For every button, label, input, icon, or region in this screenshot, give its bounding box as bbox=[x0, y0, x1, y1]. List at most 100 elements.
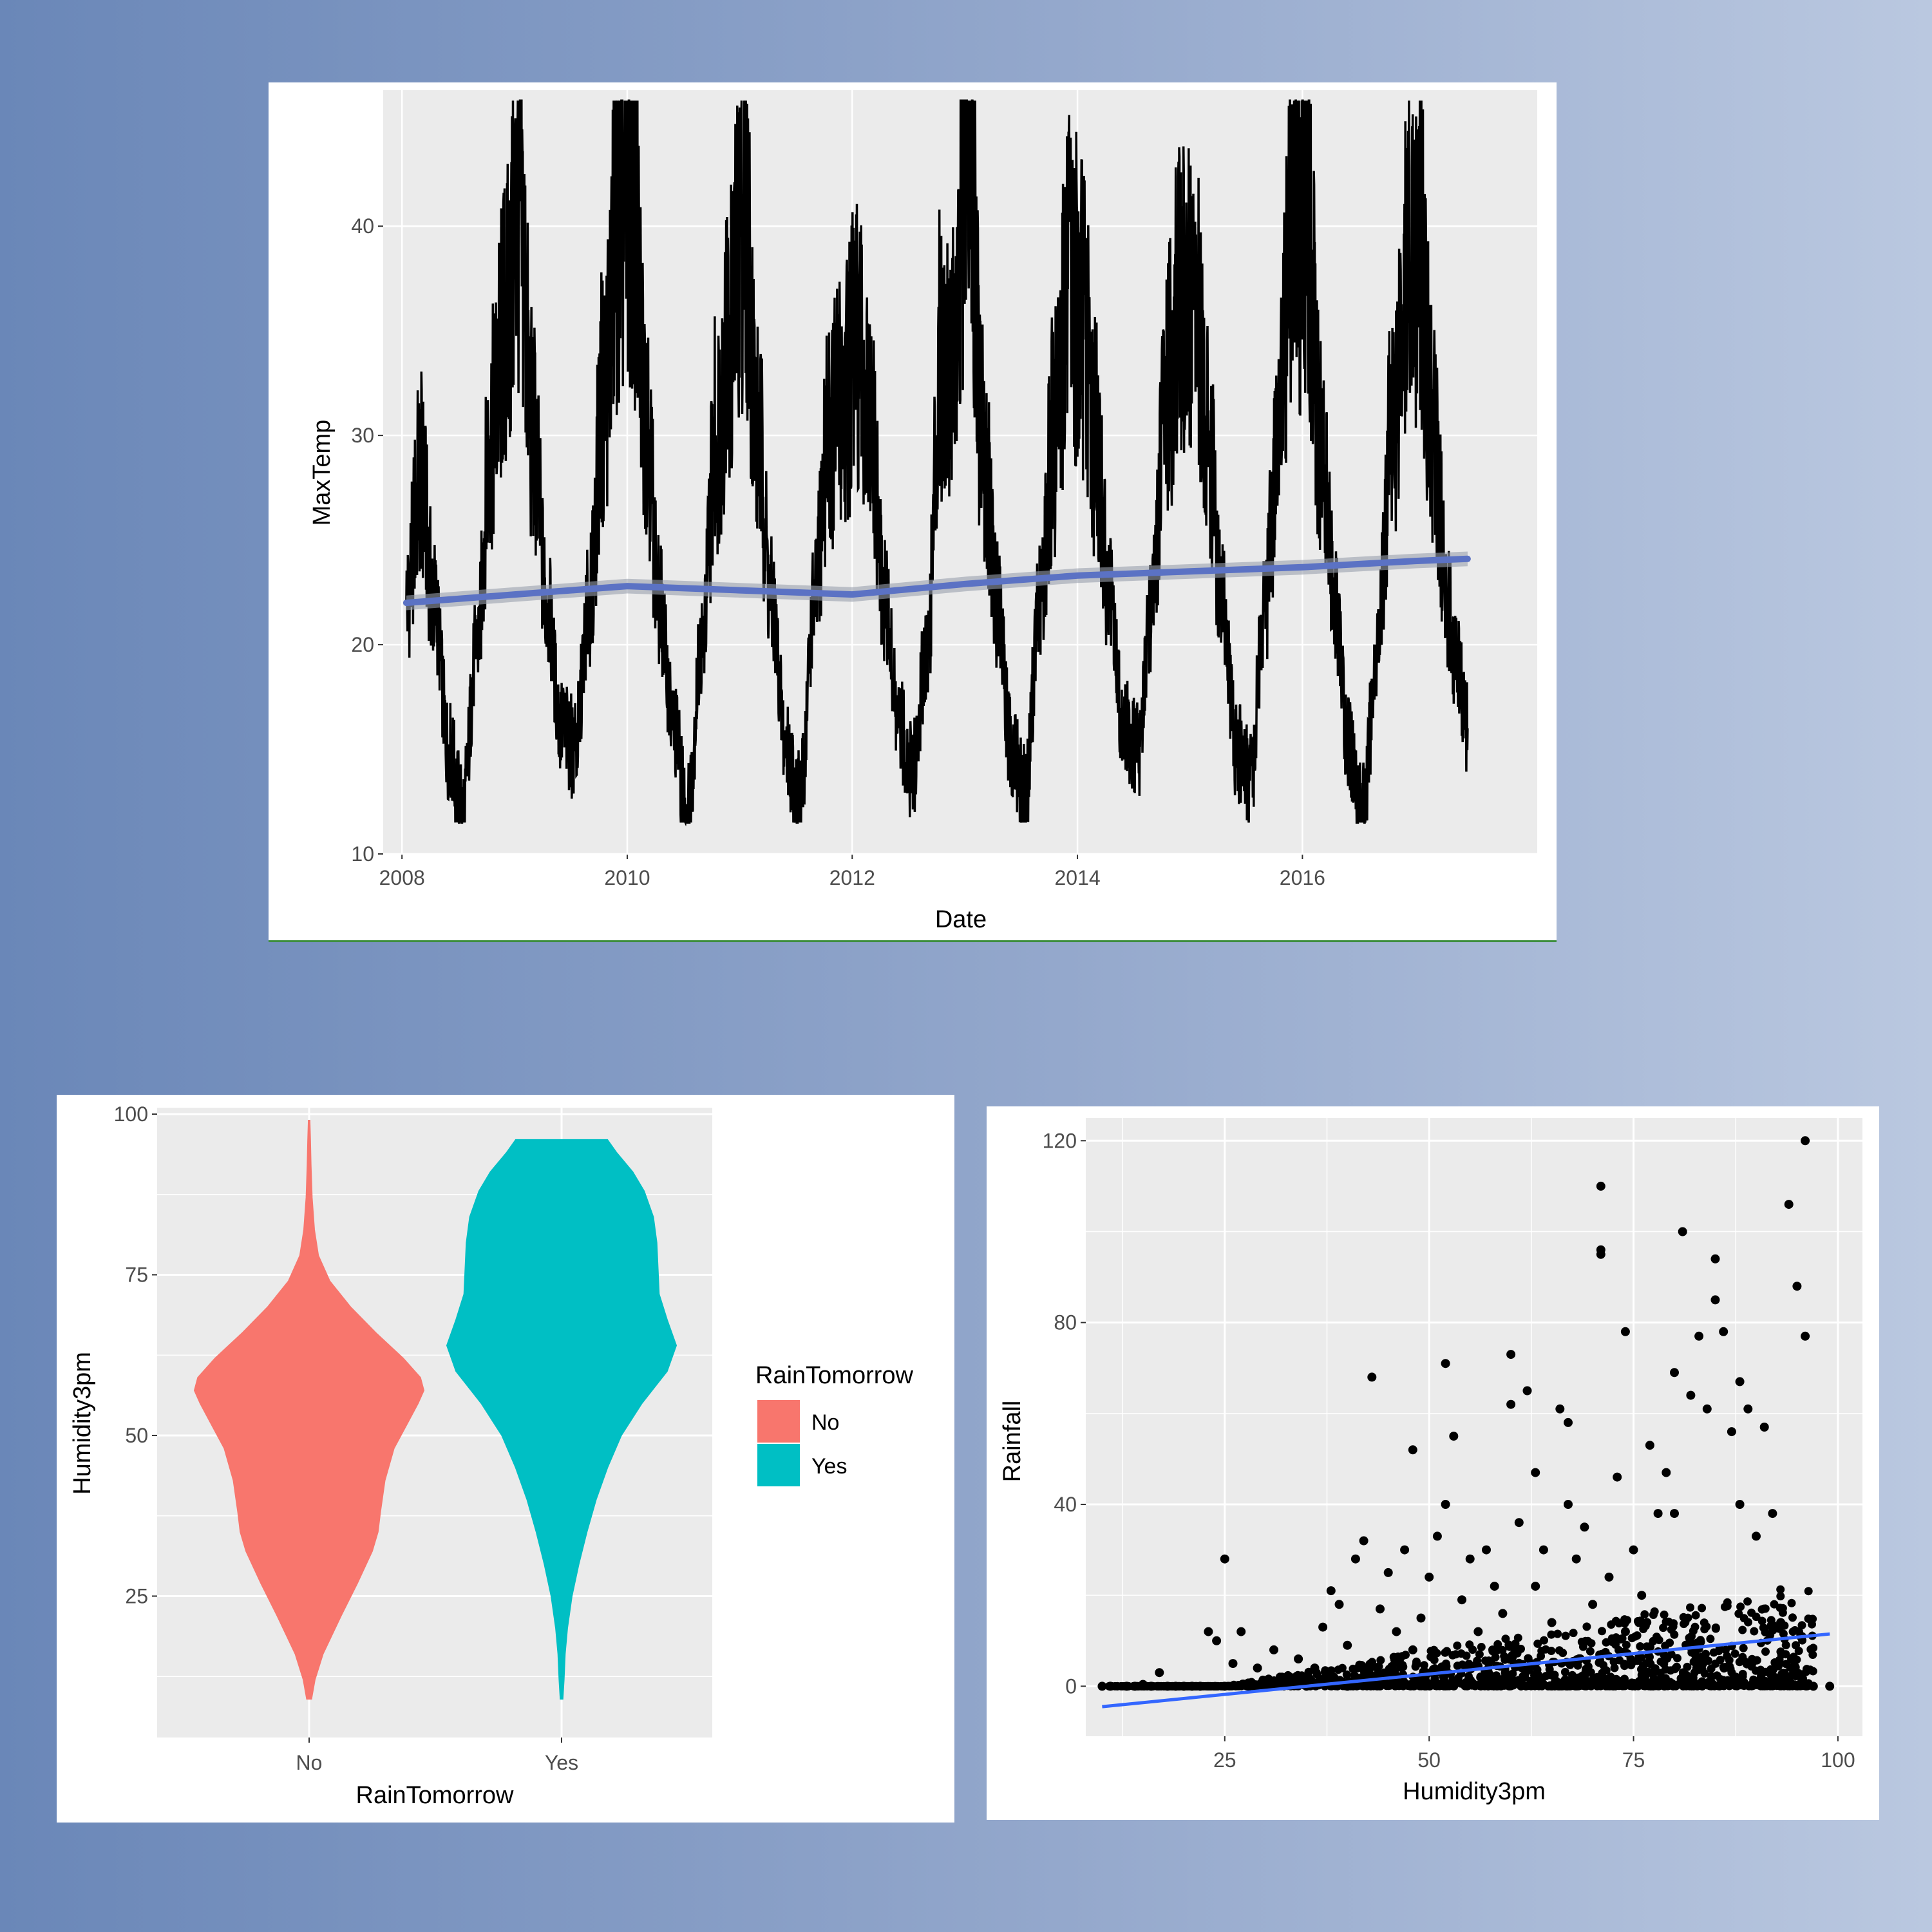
scatter-point bbox=[1564, 1500, 1573, 1509]
scatter-point-minor bbox=[1412, 1660, 1421, 1669]
scatter-point bbox=[1204, 1627, 1213, 1636]
scatter-point-minor bbox=[1524, 1654, 1533, 1663]
scatter-point-minor bbox=[1672, 1662, 1681, 1671]
scatter-point-minor bbox=[1430, 1664, 1439, 1672]
y-tick-label: 80 bbox=[1054, 1311, 1077, 1334]
legend-key-yes bbox=[757, 1444, 800, 1486]
scatter-point-minor bbox=[1719, 1681, 1728, 1690]
scatter-point bbox=[1367, 1372, 1377, 1382]
scatter-point-minor bbox=[1586, 1647, 1595, 1656]
scatter-point-minor bbox=[1759, 1604, 1768, 1613]
scatter-point bbox=[1179, 1681, 1189, 1691]
legend-label-yes: Yes bbox=[811, 1454, 847, 1479]
scatter-point-minor bbox=[1430, 1656, 1439, 1665]
scatter-point bbox=[1825, 1681, 1835, 1691]
scatter-point-minor bbox=[1376, 1656, 1385, 1665]
scatter-point bbox=[1188, 1681, 1197, 1691]
scatter-point-minor bbox=[1627, 1634, 1636, 1643]
scatter-point bbox=[1506, 1350, 1516, 1359]
scatter-point bbox=[1294, 1654, 1303, 1663]
scatter-point-minor bbox=[1759, 1624, 1768, 1632]
scatter-point bbox=[1514, 1518, 1524, 1528]
scatter-point-minor bbox=[1361, 1663, 1370, 1672]
scatter-point-minor bbox=[1692, 1660, 1701, 1669]
y-axis-label: Rainfall bbox=[999, 1401, 1026, 1482]
scatter-point-minor bbox=[1501, 1669, 1510, 1678]
scatter-point-minor bbox=[1155, 1681, 1164, 1690]
scatter-point bbox=[1416, 1613, 1426, 1623]
scatter-point bbox=[1645, 1441, 1654, 1450]
x-tick-label: 2016 bbox=[1280, 866, 1325, 889]
scatter-point bbox=[1457, 1595, 1466, 1605]
scatter-point-minor bbox=[1627, 1661, 1636, 1670]
scatter-point bbox=[1686, 1390, 1696, 1400]
x-tick-label: 2014 bbox=[1054, 866, 1100, 889]
scatter-point-minor bbox=[1649, 1681, 1658, 1690]
scatter-point bbox=[1277, 1672, 1287, 1682]
scatter-point-minor bbox=[1581, 1678, 1590, 1687]
scatter-point-minor bbox=[1686, 1603, 1694, 1612]
x-tick-label: No bbox=[296, 1751, 323, 1774]
scatter-point bbox=[1146, 1681, 1156, 1691]
y-tick-label: 20 bbox=[351, 633, 374, 656]
scatter-point bbox=[1425, 1572, 1434, 1582]
scatter-point bbox=[1719, 1327, 1728, 1336]
scatter-point-minor bbox=[1687, 1681, 1696, 1690]
scatter-point-minor bbox=[1493, 1640, 1502, 1649]
scatter-point-minor bbox=[1504, 1680, 1513, 1689]
scatter-point-minor bbox=[1573, 1661, 1582, 1670]
scatter-point-minor bbox=[1791, 1663, 1800, 1672]
scatter-point-minor bbox=[1419, 1661, 1428, 1670]
scatter-point-minor bbox=[1659, 1624, 1668, 1633]
scatter-point-minor bbox=[1680, 1620, 1689, 1629]
scatter-point-minor bbox=[1401, 1651, 1410, 1660]
scatter-point-minor bbox=[1338, 1663, 1347, 1672]
scatter-point bbox=[1285, 1677, 1295, 1687]
scatter-point bbox=[1482, 1545, 1491, 1555]
scatter-point-minor bbox=[1634, 1618, 1643, 1627]
scatter-point-minor bbox=[1808, 1651, 1817, 1659]
scatter-point-minor bbox=[1359, 1681, 1368, 1690]
y-tick-label: 120 bbox=[1043, 1129, 1077, 1152]
scatter-point-minor bbox=[1432, 1649, 1441, 1658]
x-tick-label: 100 bbox=[1821, 1748, 1855, 1772]
scatter-point bbox=[1449, 1432, 1459, 1441]
scatter-point-minor bbox=[1448, 1651, 1457, 1660]
scatter-point-minor bbox=[1714, 1647, 1723, 1656]
scatter-point-minor bbox=[1743, 1597, 1752, 1606]
y-tick-label: 30 bbox=[351, 424, 374, 447]
scatter-point-minor bbox=[1453, 1662, 1462, 1671]
scatter-point-minor bbox=[1649, 1667, 1658, 1676]
scatter-point-minor bbox=[1626, 1654, 1635, 1663]
scatter-point-minor bbox=[1353, 1663, 1362, 1672]
scatter-point-minor bbox=[1778, 1604, 1787, 1613]
scatter-point-minor bbox=[1660, 1660, 1669, 1669]
scatter-point-minor bbox=[1401, 1678, 1410, 1687]
scatter-point-minor bbox=[1622, 1640, 1631, 1649]
y-tick-label: 75 bbox=[125, 1263, 148, 1286]
trend-line bbox=[402, 555, 1471, 607]
scatter-point bbox=[1155, 1668, 1164, 1678]
scatter-point bbox=[1106, 1681, 1115, 1691]
scatter-point-minor bbox=[1491, 1653, 1500, 1662]
scatter-point bbox=[1710, 1295, 1720, 1305]
scatter-point bbox=[1441, 1359, 1450, 1368]
scatter-point-minor bbox=[1461, 1681, 1470, 1690]
scatter-point-minor bbox=[1411, 1675, 1420, 1684]
x-tick-label: 75 bbox=[1622, 1748, 1645, 1772]
scatter-point bbox=[1350, 1554, 1360, 1564]
violin-yes bbox=[446, 1139, 677, 1700]
scatter-point-minor bbox=[1702, 1622, 1711, 1631]
scatter-point bbox=[1138, 1680, 1148, 1689]
scatter-point bbox=[1441, 1500, 1450, 1509]
scatter-point-minor bbox=[1508, 1669, 1517, 1678]
scatter-point-minor bbox=[1212, 1681, 1221, 1690]
scatter-point-minor bbox=[1537, 1652, 1546, 1660]
scatter-point-minor bbox=[1787, 1654, 1795, 1663]
y-tick-label: 25 bbox=[125, 1584, 148, 1607]
scatter-point bbox=[1784, 1200, 1794, 1209]
scatter-point bbox=[1759, 1423, 1769, 1432]
scatter-point-minor bbox=[1453, 1641, 1462, 1650]
scatter-point-minor bbox=[1738, 1625, 1747, 1634]
